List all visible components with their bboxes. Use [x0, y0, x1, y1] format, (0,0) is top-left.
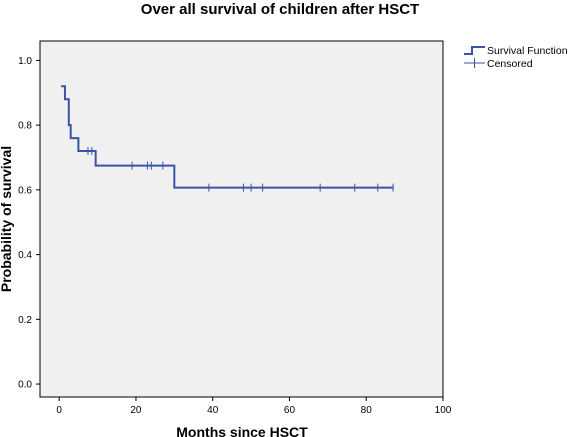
legend: Survival Function Censored: [464, 45, 568, 70]
x-axis-label: Months since HSCT: [176, 424, 308, 437]
plot-area: [39, 40, 444, 398]
y-axis-label: Probability of survival: [0, 146, 14, 292]
x-tick-label: 100: [435, 405, 452, 416]
y-tick-label: 0.6: [18, 185, 32, 196]
x-tick-label: 80: [361, 405, 373, 416]
x-tick-label: 20: [130, 405, 142, 416]
chart-title: Over all survival of children after HSCT: [141, 1, 419, 18]
series-layer: [61, 85, 394, 189]
y-tick-label: 0.0: [18, 380, 32, 391]
legend-survival-function-symbol: [464, 46, 485, 55]
y-tick-label: 0.2: [18, 315, 32, 326]
x-tick-label: 60: [284, 405, 296, 416]
x-tick-label: 0: [56, 405, 62, 416]
y-tick-label: 0.4: [18, 250, 32, 261]
legend-survival-function-label: Survival Function: [487, 45, 568, 57]
censor-markers: [87, 147, 394, 192]
x-tick-label: 40: [207, 405, 219, 416]
y-tick-label: 1.0: [18, 56, 32, 67]
survival-function-line: [61, 85, 394, 189]
y-axis-ticks: 0.0 0.2 0.4 0.6 0.8 1.0: [18, 56, 40, 391]
legend-censored-label: Censored: [487, 58, 533, 70]
x-axis-ticks: 0 20 40 60 80 100: [56, 397, 452, 416]
y-tick-label: 0.8: [18, 121, 32, 132]
